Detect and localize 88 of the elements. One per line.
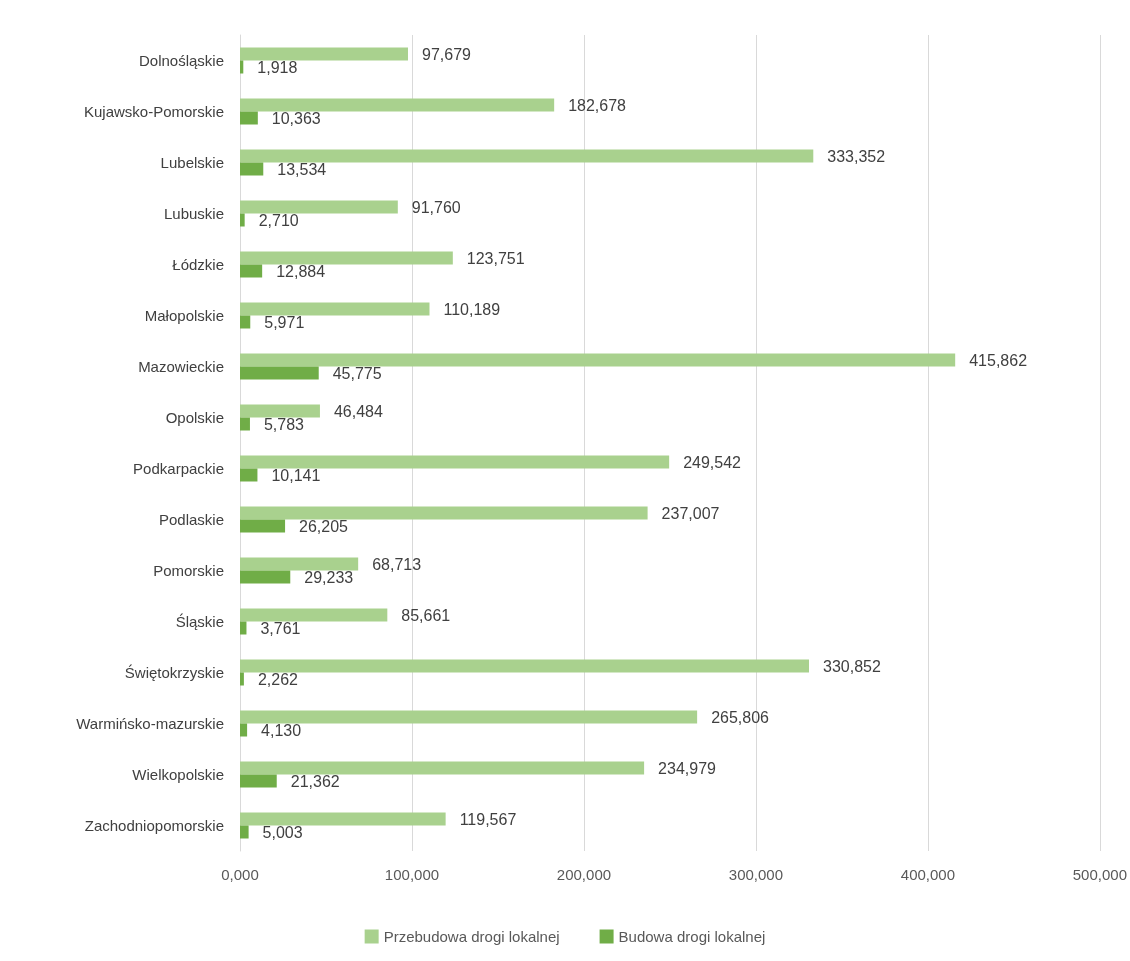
data-label: 234,979	[658, 759, 717, 777]
y-tick-label: Śląskie	[175, 613, 224, 630]
bar	[240, 519, 286, 533]
bar	[240, 710, 698, 724]
bar	[240, 60, 244, 74]
bar	[240, 47, 408, 61]
data-label: 68,713	[372, 555, 422, 573]
data-label: 5,783	[263, 415, 305, 433]
bar	[240, 162, 264, 176]
legend-label: Budowa drogi lokalnej	[618, 928, 766, 945]
y-tick-label: Mazowieckie	[138, 358, 224, 375]
data-label: 237,007	[661, 504, 720, 522]
data-label: 110,189	[443, 300, 501, 318]
data-label: 2,262	[257, 670, 299, 688]
data-label: 13,534	[277, 160, 327, 178]
bar	[240, 353, 956, 367]
bar	[240, 812, 446, 826]
data-label: 26,205	[299, 517, 349, 535]
y-tick-label: Kujawsko-Pomorskie	[83, 103, 224, 120]
bar	[240, 200, 398, 214]
x-tick-label: 200,000	[556, 866, 612, 883]
x-tick-label: 100,000	[384, 866, 440, 883]
bar	[240, 659, 809, 673]
bar	[240, 111, 258, 125]
bar	[240, 570, 291, 584]
bar	[240, 506, 648, 520]
y-tick-label: Zachodniopomorskie	[84, 817, 224, 834]
y-tick-label: Lubuskie	[163, 205, 224, 222]
bar	[240, 302, 430, 316]
bar	[240, 761, 645, 775]
data-label: 265,806	[711, 708, 770, 726]
data-label: 10,141	[271, 466, 321, 484]
bar	[240, 825, 249, 839]
data-label: 1,918	[257, 58, 298, 76]
bar	[240, 455, 670, 469]
y-tick-label: Małopolskie	[144, 307, 224, 324]
data-label: 46,484	[333, 402, 383, 420]
data-label: 10,363	[271, 109, 321, 127]
data-label: 97,679	[421, 45, 472, 63]
y-tick-label: Opolskie	[165, 409, 224, 426]
bar	[240, 621, 247, 635]
bar	[240, 149, 814, 163]
data-label: 123,751	[466, 249, 525, 267]
data-label: 5,971	[264, 313, 305, 331]
bar	[240, 264, 263, 278]
y-tick-label: Wielkopolskie	[132, 766, 224, 783]
y-tick-label: Łódzkie	[172, 256, 224, 273]
data-label: 119,567	[459, 810, 517, 828]
data-label: 5,003	[262, 823, 303, 841]
bar	[240, 98, 555, 112]
data-label: 4,130	[261, 721, 302, 739]
y-tick-label: Podlaskie	[158, 511, 224, 528]
data-label: 333,352	[827, 147, 886, 165]
y-tick-label: Warmińsko-mazurskie	[76, 715, 224, 732]
bar	[240, 404, 320, 418]
data-label: 182,678	[568, 96, 627, 114]
data-label: 12,884	[276, 262, 326, 280]
bar	[240, 213, 245, 227]
data-label: 3,761	[260, 619, 301, 637]
data-label: 29,233	[304, 568, 354, 586]
y-tick-label: Świętokrzyskie	[124, 664, 224, 681]
y-tick-label: Lubelskie	[160, 154, 224, 171]
bar	[240, 557, 359, 571]
x-tick-label: 400,000	[900, 866, 956, 883]
bar	[240, 417, 250, 431]
bar	[240, 315, 251, 329]
legend-label: Przebudowa drogi lokalnej	[383, 928, 560, 945]
y-tick-label: Podkarpackie	[133, 460, 224, 477]
data-label: 330,852	[822, 657, 881, 675]
x-tick-label: 0,000	[221, 866, 259, 883]
y-tick-label: Pomorskie	[153, 562, 224, 579]
data-label: 21,362	[290, 772, 340, 790]
bar	[240, 723, 248, 737]
bar	[240, 366, 319, 380]
data-label: 2,710	[258, 211, 299, 229]
data-label: 415,862	[969, 351, 1028, 369]
bar	[240, 774, 277, 788]
x-tick-label: 300,000	[728, 866, 784, 883]
x-tick-label: 500,000	[1072, 866, 1128, 883]
bar	[240, 608, 388, 622]
data-label: 85,661	[401, 606, 451, 624]
data-label: 91,760	[411, 198, 461, 216]
bar	[240, 672, 244, 686]
bar	[240, 251, 453, 265]
bar	[240, 468, 258, 482]
y-tick-label: Dolnośląskie	[138, 52, 224, 69]
data-label: 45,775	[332, 364, 382, 382]
data-label: 249,542	[683, 453, 742, 471]
